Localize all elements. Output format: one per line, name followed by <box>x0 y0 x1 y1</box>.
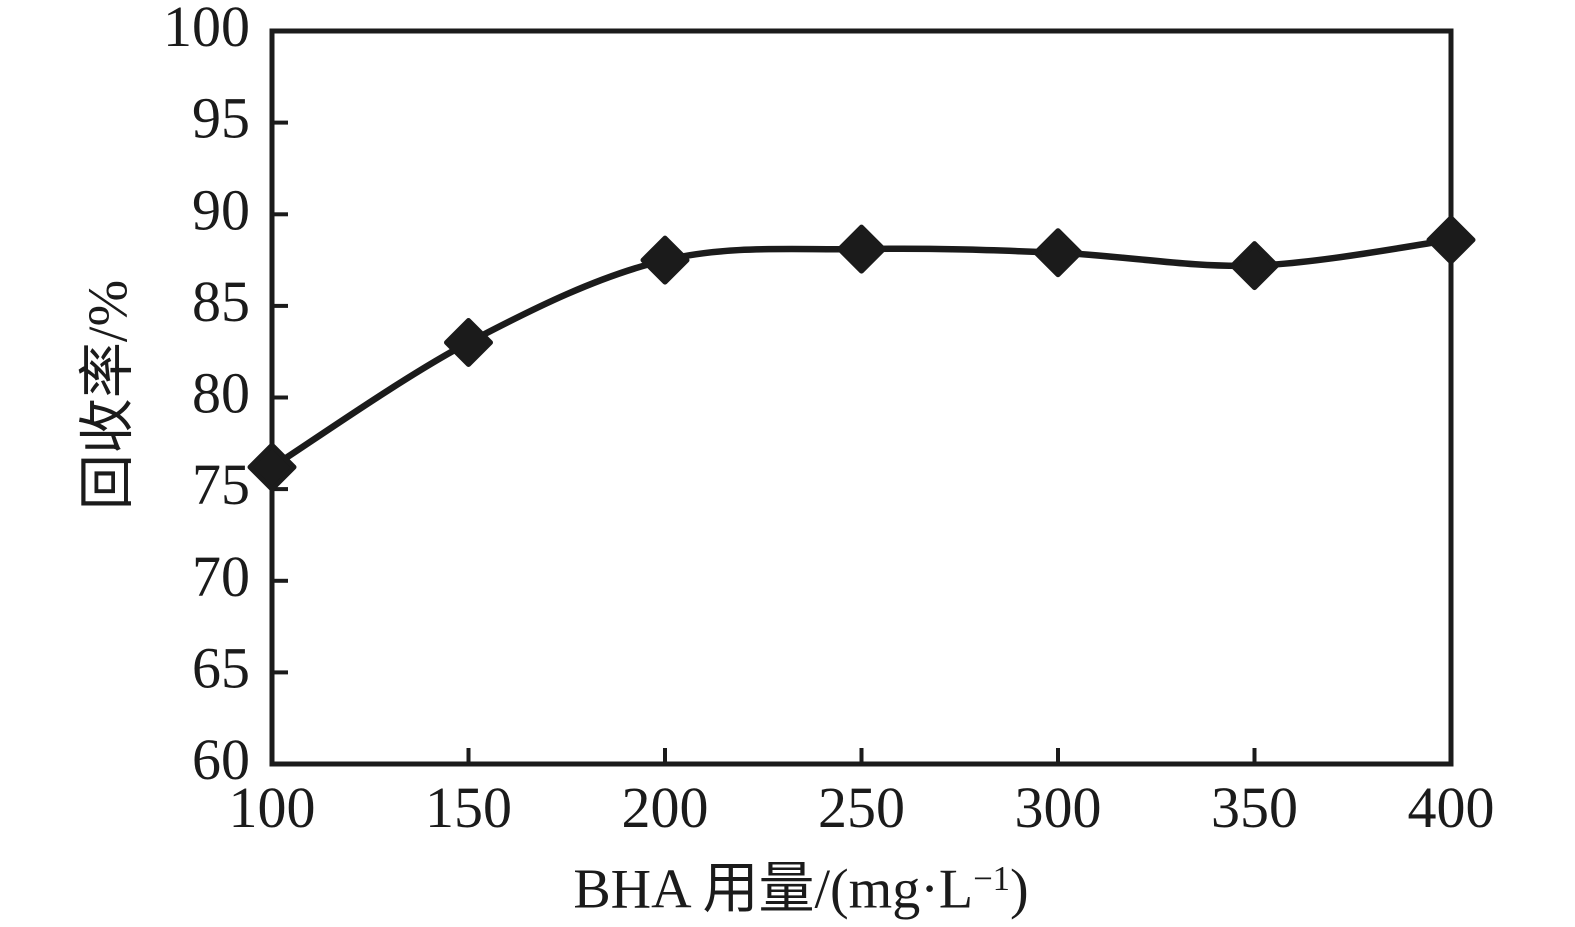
y-axis-tick-label: 95 <box>192 86 250 151</box>
data-point-marker <box>1230 241 1279 291</box>
data-point-marker <box>1426 215 1476 265</box>
y-axis-title-text: 回收率/% <box>77 279 140 511</box>
x-axis-title-post: ) <box>1010 858 1029 921</box>
data-point-marker <box>837 224 886 274</box>
y-axis-tick-label: 90 <box>192 177 250 242</box>
x-axis-title-superscript: −1 <box>973 859 1011 899</box>
x-axis-tick-label: 100 <box>229 775 316 840</box>
y-axis-tick-label: 100 <box>163 0 250 59</box>
x-axis-tick-label: 350 <box>1211 775 1298 840</box>
y-axis-tick-label: 60 <box>192 727 250 792</box>
x-axis-title-pre: BHA 用量/(mg·L <box>573 858 974 921</box>
data-point-marker <box>1033 228 1083 278</box>
y-axis-tick-label: 80 <box>192 361 250 426</box>
data-point-marker <box>640 235 690 285</box>
x-axis-title: BHA 用量/(mg·L−1) <box>573 844 1028 925</box>
y-axis-tick-label: 75 <box>192 452 250 517</box>
x-axis-tick-label: 250 <box>818 775 905 840</box>
x-axis-tick-label: 400 <box>1408 775 1495 840</box>
data-point-marker <box>247 442 297 492</box>
x-axis-tick-label: 300 <box>1015 775 1102 840</box>
y-axis-title: 回收率/% <box>63 280 144 510</box>
data-line <box>268 236 1455 471</box>
plot-border <box>269 28 1454 767</box>
x-axis-tick-label: 150 <box>425 775 512 840</box>
y-axis-tick-label: 85 <box>192 269 250 334</box>
y-axis-tick-label: 70 <box>192 544 250 609</box>
y-axis-tick-label: 65 <box>192 635 250 700</box>
data-point-marker <box>444 318 493 367</box>
x-axis-tick-label: 200 <box>622 775 709 840</box>
